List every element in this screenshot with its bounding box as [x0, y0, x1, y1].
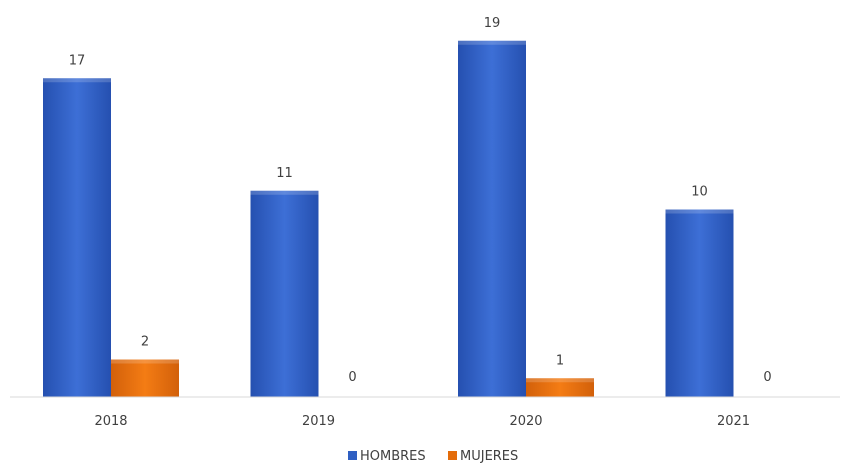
legend: HOMBRES MUJERES: [348, 449, 518, 464]
bar-highlight: [665, 209, 734, 214]
x-tick-label-2018: 2018: [94, 414, 127, 429]
bar-hombres-2021: [665, 209, 734, 397]
bar-highlight: [111, 359, 179, 364]
x-tick-label-2021: 2021: [717, 414, 750, 429]
legend-swatch-mujeres: [448, 451, 457, 460]
bar-mujeres-2020: [526, 378, 594, 397]
x-tick-label-2019: 2019: [302, 414, 335, 429]
bar-highlight: [526, 378, 594, 383]
bar-highlight: [458, 40, 526, 45]
bar-hombres-2018: [43, 78, 111, 397]
data-label-mujeres-2021: 0: [763, 370, 771, 385]
data-label-hombres-2019: 11: [276, 166, 293, 181]
data-label-hombres-2021: 10: [691, 185, 708, 200]
legend-label-mujeres: MUJERES: [460, 449, 518, 464]
bar-hombres-2019: [250, 190, 319, 397]
x-axis-ticks: 2018 2019 2020 2021: [94, 414, 750, 429]
data-label-mujeres-2020: 1: [556, 353, 564, 368]
bar-highlight: [250, 190, 319, 195]
bar-hombres-2020: [458, 40, 526, 397]
legend-swatch-hombres: [348, 451, 357, 460]
bar-highlight: [43, 78, 111, 83]
legend-label-hombres: HOMBRES: [360, 449, 426, 464]
bar-mujeres-2018: [111, 359, 179, 397]
x-tick-label-2020: 2020: [509, 414, 542, 429]
data-label-hombres-2020: 19: [484, 16, 501, 31]
data-label-hombres-2018: 17: [69, 53, 86, 68]
data-label-mujeres-2018: 2: [141, 335, 149, 350]
data-label-mujeres-2019: 0: [348, 370, 356, 385]
